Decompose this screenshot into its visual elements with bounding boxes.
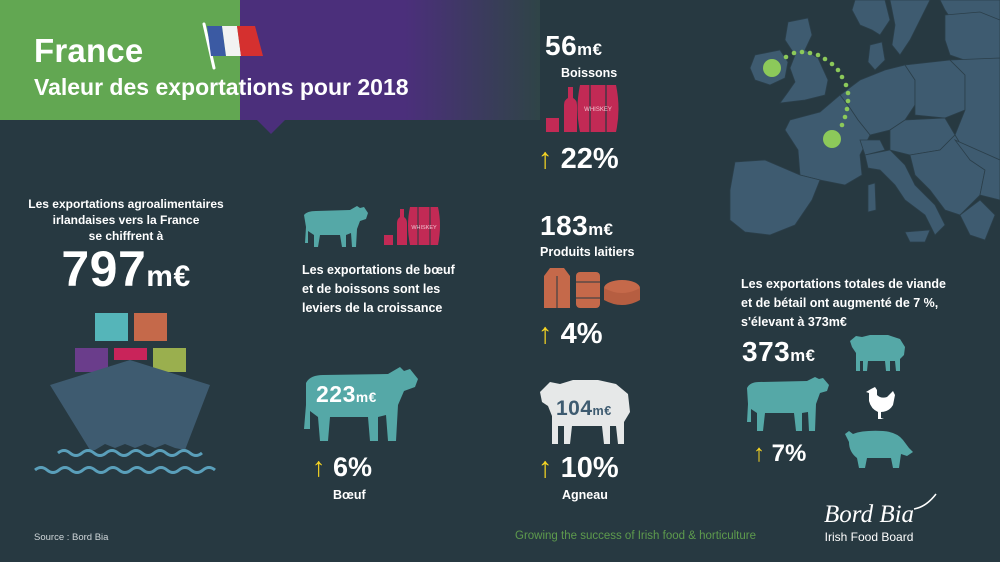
lamb-label: Agneau xyxy=(562,488,608,502)
dairy-products-icon xyxy=(544,268,640,308)
meat-livestock-value: 373m€ xyxy=(742,336,816,367)
chicken-icon xyxy=(866,387,895,419)
sheep-icon xyxy=(540,380,630,444)
whiskey-barrel-icon: WHISKEY xyxy=(384,207,440,245)
europe-map-icon xyxy=(729,0,1000,243)
svg-text:WHISKEY: WHISKEY xyxy=(584,107,612,113)
cow-icon xyxy=(747,377,829,431)
header-banner: France Valeur des exportations pour 2018 xyxy=(0,0,540,134)
tagline: Growing the success of Irish food & hort… xyxy=(515,530,756,542)
cow-icon xyxy=(304,367,418,441)
drivers-text: Les exportations de bœuf et de boissons … xyxy=(302,263,455,315)
svg-text:WHISKEY: WHISKEY xyxy=(411,225,437,231)
source-note: Source : Bord Bia xyxy=(34,532,109,543)
lamb-change: ↑ 10% xyxy=(538,452,619,484)
drinks-change: ↑ 22% xyxy=(538,143,619,175)
cow-icon xyxy=(304,206,368,247)
arrow-up-icon: ↑ xyxy=(538,318,553,350)
pig-icon xyxy=(845,430,913,468)
french-flag-icon xyxy=(202,22,263,70)
sheep-icon xyxy=(850,335,905,371)
arrow-up-icon: ↑ xyxy=(538,452,553,484)
meat-livestock-text: Les exportations totales de viande et de… xyxy=(741,277,946,329)
beef-label: Bœuf xyxy=(333,488,366,502)
beef-change: ↑ 6% xyxy=(312,452,373,482)
header-green-block xyxy=(0,0,240,120)
dairy-change: ↑ 4% xyxy=(538,318,603,350)
page-subtitle: Valeur des exportations pour 2018 xyxy=(34,74,409,100)
logo-main-text: Bord Bia xyxy=(824,501,915,528)
drinks-label: Boissons xyxy=(561,66,618,80)
lamb-value: 104m€ xyxy=(556,397,612,420)
arrow-up-icon: ↑ xyxy=(538,143,553,175)
logo-sub-text: Irish Food Board xyxy=(824,530,914,544)
drinks-value: 56m€ xyxy=(545,30,603,61)
beef-value: 223m€ xyxy=(316,381,377,407)
logo-swoosh-icon xyxy=(913,493,937,510)
total-value: 797m€ xyxy=(61,241,191,297)
arrow-up-icon: ↑ xyxy=(312,452,326,482)
total-intro: Les exportations agroalimentaires irland… xyxy=(28,197,224,243)
bord-bia-logo: Bord Bia Irish Food Board xyxy=(824,501,915,545)
dairy-value: 183m€ xyxy=(540,210,614,241)
page-title: France xyxy=(34,32,144,69)
whiskey-barrel-icon: WHISKEY xyxy=(546,85,619,132)
header-purple-block xyxy=(240,0,540,120)
dairy-label: Produits laitiers xyxy=(540,245,635,259)
header-pointer xyxy=(257,120,285,134)
container-ship-icon xyxy=(34,313,216,474)
meat-livestock-change: ↑ 7% xyxy=(753,440,807,467)
arrow-up-icon: ↑ xyxy=(753,440,765,467)
